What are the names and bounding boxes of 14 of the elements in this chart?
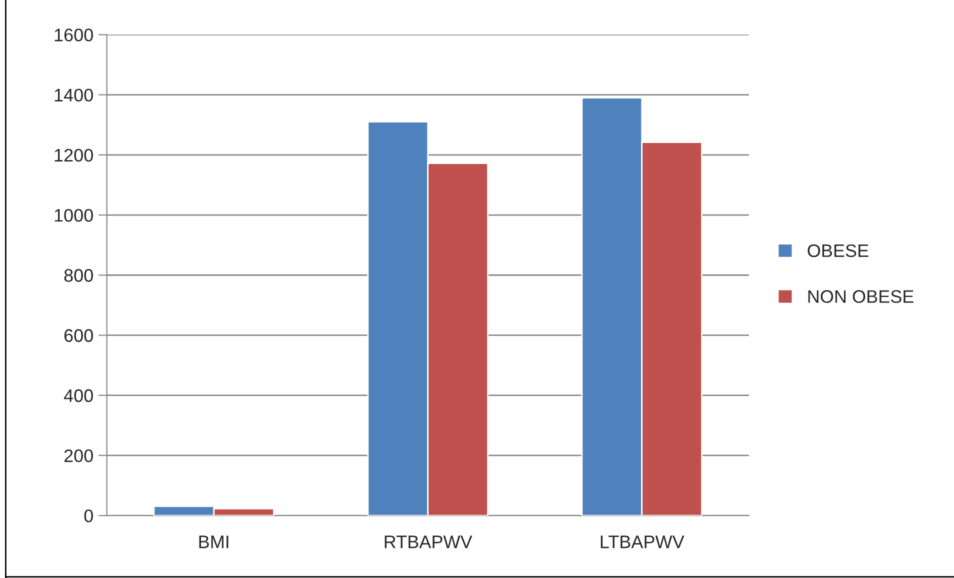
- y-tick-label: 1400: [54, 88, 93, 102]
- y-tick-label: 1600: [54, 28, 93, 42]
- legend-label: NON OBESE: [808, 290, 914, 303]
- x-tick-label: RTBAPWV: [384, 536, 472, 548]
- legend-label: OBESE: [808, 244, 868, 258]
- y-tick-label: 0: [84, 510, 93, 522]
- y-tick-label: 600: [64, 329, 93, 342]
- y-tick-label: 200: [64, 449, 93, 462]
- y-tick-label: 1200: [54, 148, 93, 162]
- x-tick-label: BMI: [199, 536, 228, 548]
- y-tick-label: 800: [64, 269, 93, 282]
- y-tick-label: 400: [64, 389, 93, 402]
- x-tick-label: LTBAPWV: [600, 536, 684, 548]
- y-tick-label: 1000: [54, 208, 93, 222]
